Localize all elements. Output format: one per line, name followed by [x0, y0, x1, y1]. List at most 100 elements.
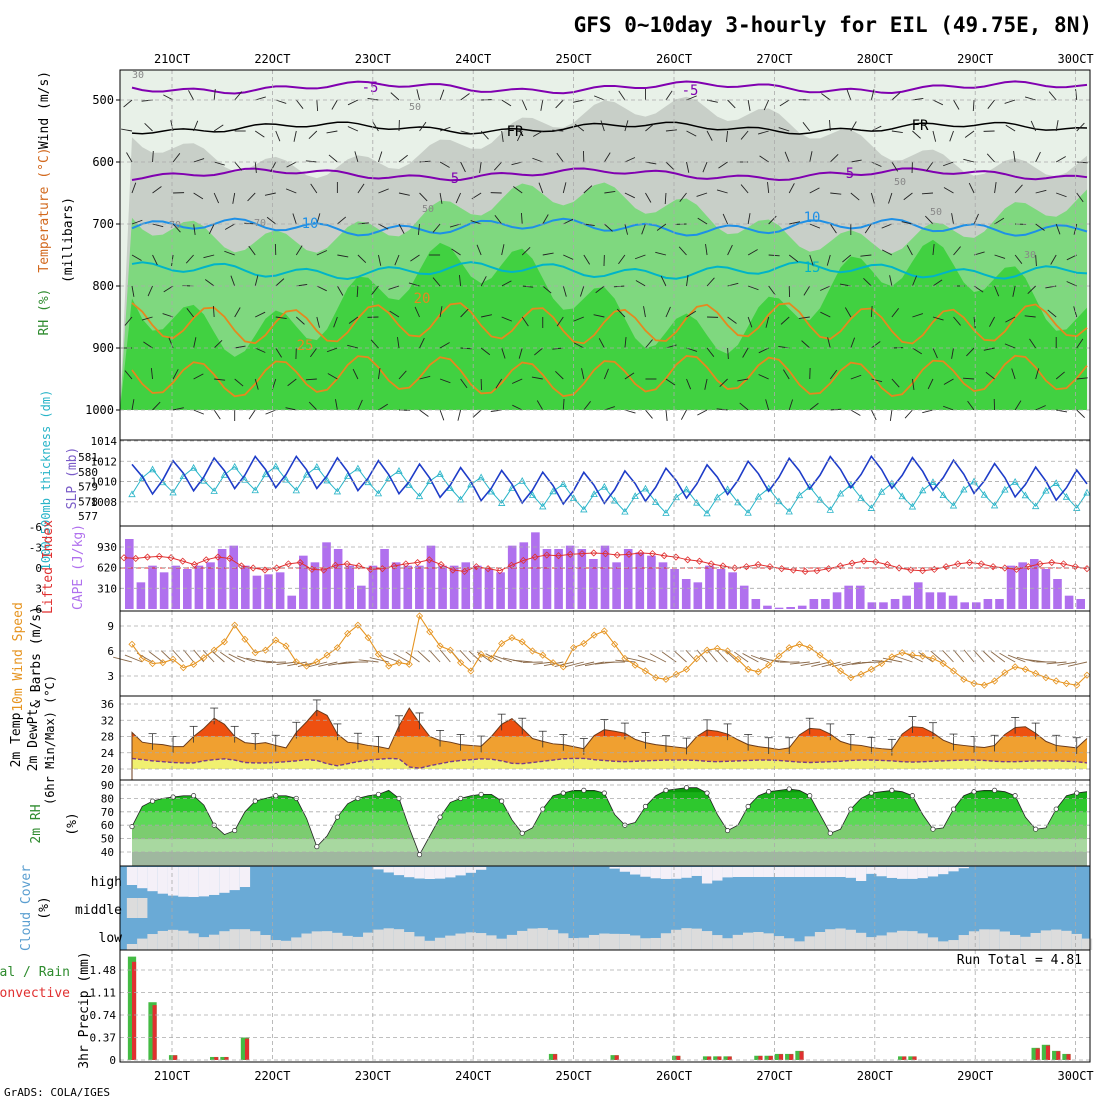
- cloud-high-bar: [845, 867, 856, 878]
- cloud-high-bar: [742, 867, 754, 877]
- upper-wind-barb: [432, 277, 441, 287]
- upper-wind-barb: [624, 337, 627, 349]
- cloud-high-bar: [835, 867, 846, 877]
- cloud-low-bar: [219, 931, 230, 950]
- wind-barb: [1007, 654, 1026, 663]
- upper-wind-barb: [989, 316, 995, 327]
- upper-wind-barb: [378, 151, 383, 163]
- upper-ylabel-wind: Wind (m/s): [37, 71, 52, 149]
- upper-wind-barb: [635, 280, 646, 287]
- cloud-low-bar: [167, 929, 179, 950]
- upper-wind-barb: [285, 407, 297, 411]
- cloud-level-middle: middle: [75, 903, 122, 918]
- thickness-point: [1001, 485, 1009, 493]
- lifted-index-point: [1059, 560, 1068, 568]
- thickness-point: [919, 486, 927, 494]
- cloud-low-bar: [363, 932, 374, 950]
- upper-wind-barb: [747, 213, 751, 225]
- upper-wind-barb: [193, 337, 197, 349]
- rh2m-point: [191, 793, 197, 799]
- upper-wind-barb: [494, 215, 503, 225]
- upper-wind-barb: [759, 155, 769, 163]
- upper-wind-barb: [378, 254, 382, 266]
- wind-speed-point: [744, 665, 752, 673]
- upper-wind-barb: [234, 307, 241, 318]
- wind-barb: [202, 650, 215, 663]
- wind-barb: [831, 661, 851, 668]
- cape-bar: [902, 595, 911, 609]
- wind-barb: [649, 653, 667, 663]
- upper-wind-barb: [234, 161, 243, 171]
- cape-bar: [217, 549, 227, 609]
- upper-wind-barb: [439, 378, 451, 384]
- cloud-high-bar: [383, 867, 394, 873]
- rh2m-point: [663, 787, 669, 793]
- thickness-point: [528, 491, 537, 498]
- upper-wind-barb: [265, 409, 276, 415]
- upper-wind-barb: [972, 99, 975, 112]
- wind-barb: [733, 651, 749, 663]
- cloud-low-bar: [630, 935, 641, 950]
- cape-tick-label: 930: [97, 541, 117, 554]
- cape-bar: [507, 545, 517, 609]
- upper-wind-barb: [305, 378, 317, 381]
- upper-wind-barb: [1005, 124, 1016, 132]
- upper-wind-barb: [624, 192, 635, 199]
- upper-wind-barb: [193, 373, 204, 380]
- cloud-high-bar: [424, 867, 435, 879]
- upper-wind-barb: [326, 130, 338, 134]
- lifted-index-point: [226, 554, 234, 562]
- cape-bar: [565, 545, 575, 609]
- precip-tick-label: 0.37: [90, 1032, 117, 1045]
- wind-barb: [183, 649, 194, 663]
- wind-speed-point: [128, 640, 136, 648]
- cloud-low-bar: [588, 934, 600, 950]
- upper-wind-barb: [1076, 192, 1084, 203]
- rh2m-point: [499, 798, 505, 804]
- upper-wind-barb: [295, 99, 304, 109]
- wind-speed-point: [1011, 663, 1019, 671]
- lifted-tick-label: 0: [35, 562, 42, 575]
- upper-wind-barb: [310, 183, 318, 194]
- upper-wind-barb: [542, 214, 549, 225]
- rh2m-point: [519, 830, 525, 836]
- lifted-index-point: [343, 560, 351, 568]
- cape-bar: [1076, 599, 1085, 609]
- wind-barb: [999, 652, 1016, 663]
- upper-wind-barb: [1014, 184, 1023, 194]
- upper-wind-barb: [1076, 377, 1088, 380]
- upper-wind-barb: [439, 306, 443, 318]
- upper-wind-barb: [408, 282, 420, 287]
- rh2m-point: [909, 793, 915, 799]
- upper-wind-barb: [439, 342, 450, 349]
- cloud-low-bar: [968, 931, 980, 950]
- cloud-low-bar: [876, 935, 887, 950]
- precip-ylabel-convective: Convective: [0, 986, 70, 1001]
- contour-label: 50: [409, 102, 421, 113]
- upper-wind-barb: [809, 151, 813, 163]
- upper-wind-barb: [1030, 120, 1037, 132]
- upper-wind-barb: [513, 186, 523, 194]
- thickness-point: [333, 487, 342, 495]
- upper-wind-barb: [1055, 120, 1059, 132]
- upper-wind-barb: [829, 119, 831, 132]
- upper-wind-barb: [170, 120, 174, 132]
- wind-barb: [861, 661, 882, 664]
- upper-wind-barb: [562, 182, 567, 194]
- time-tick-label-bottom: 21OCT: [154, 1069, 190, 1083]
- precip-total-bar: [168, 1055, 178, 1060]
- time-tick-label-top: 26OCT: [656, 52, 692, 66]
- rh2m-point: [232, 828, 238, 834]
- upper-wind-barb: [152, 401, 161, 411]
- cape-bar: [844, 585, 853, 609]
- upper-wind-barb: [727, 347, 729, 360]
- upper-wind-barb: [1011, 368, 1016, 380]
- precip-convective-bar: [214, 1057, 219, 1060]
- precip-convective-bar: [614, 1055, 619, 1060]
- upper-wind-barb: [212, 305, 215, 318]
- wind-barb: [882, 657, 903, 663]
- upper-wind-barb: [727, 282, 739, 287]
- cape-bar: [879, 602, 888, 609]
- upper-wind-barb: [172, 223, 181, 233]
- upper-wind-barb: [850, 409, 861, 416]
